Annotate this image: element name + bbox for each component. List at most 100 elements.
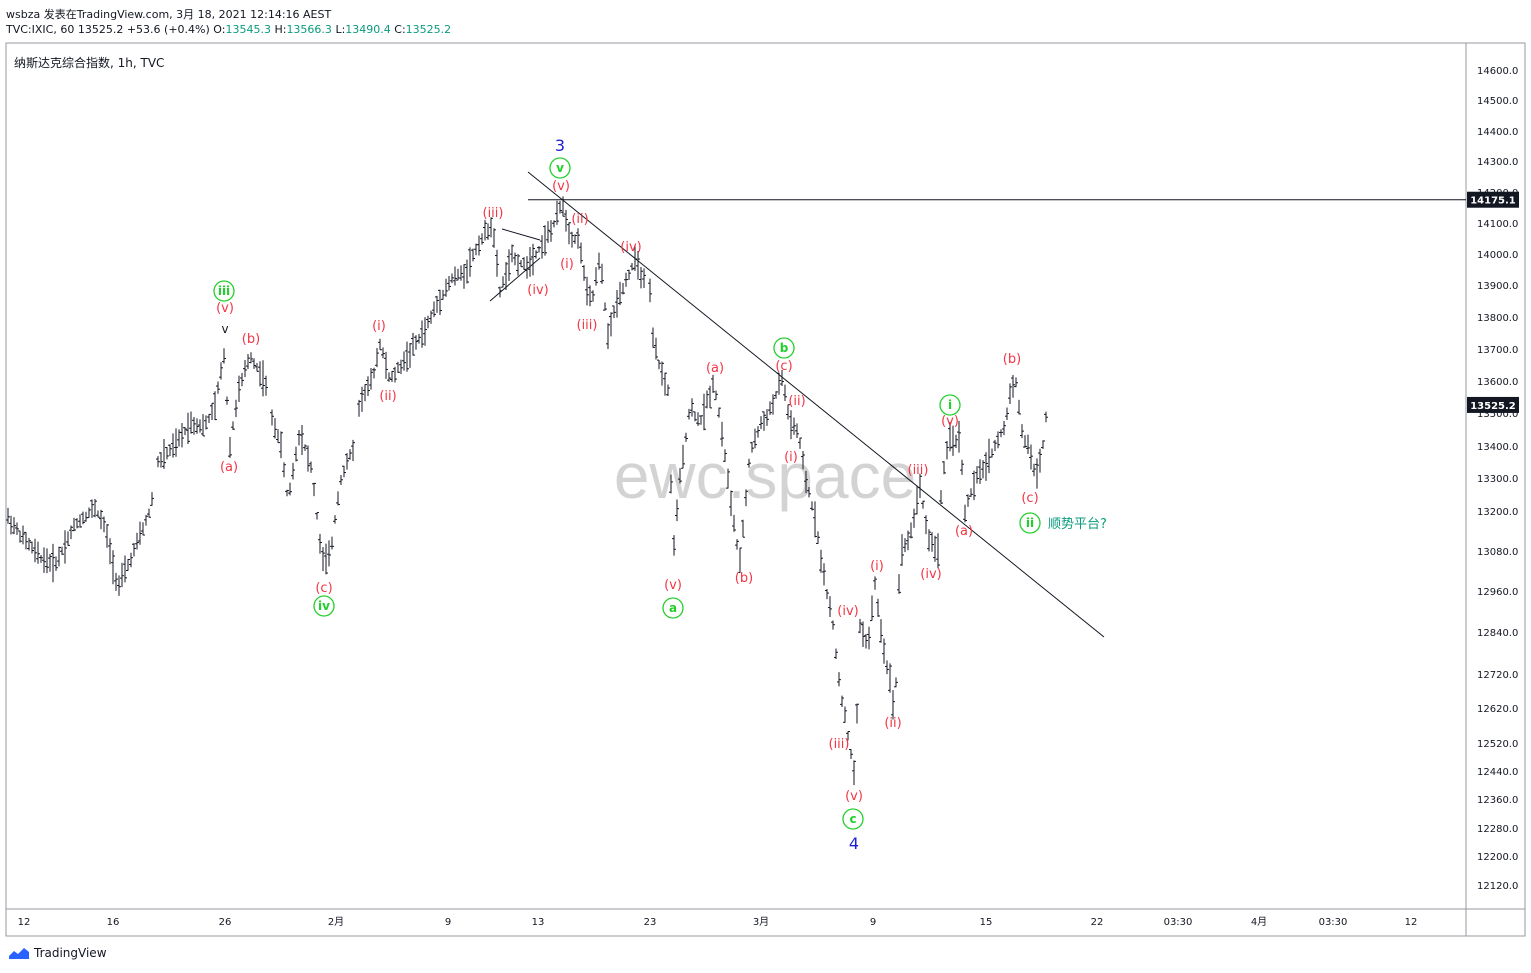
ohlc-bar	[873, 576, 877, 590]
ohlc-bar	[39, 554, 43, 563]
ohlc-bar	[414, 335, 418, 350]
ohlc-bar	[732, 514, 736, 532]
ohlc-bar	[813, 501, 817, 538]
y-tick-label: 13400.0	[1477, 442, 1518, 453]
ohlc-bar	[1023, 435, 1027, 448]
ohlc-bar	[480, 233, 484, 245]
ohlc-bar	[849, 749, 853, 760]
y-tick-label: 13700.0	[1477, 345, 1518, 356]
ohlc-bar	[240, 372, 244, 387]
ohlc-bar	[816, 531, 820, 544]
x-tick-label: 13	[532, 917, 545, 928]
ohlc-bar	[576, 228, 580, 249]
ohlc-bar	[684, 432, 688, 442]
ohlc-bar	[582, 265, 586, 281]
price-change: +53.6 (+0.4%)	[126, 23, 210, 36]
ohlc-bar	[954, 434, 958, 449]
x-tick-label: 16	[107, 917, 120, 928]
ohlc-bar	[261, 360, 265, 397]
svg-text:b: b	[780, 341, 789, 355]
ohlc-bar	[678, 468, 682, 484]
ohlc-bar	[147, 508, 151, 518]
ohlc-bar	[390, 370, 394, 383]
ohlc-bar	[417, 333, 421, 344]
wave-label-green: iii	[213, 280, 235, 302]
ohlc-bar	[222, 348, 226, 364]
ohlc-bar	[24, 531, 28, 550]
y-tick-label: 13800.0	[1477, 313, 1518, 324]
ohlc-bar	[309, 461, 313, 473]
ohlc-bar	[972, 470, 976, 501]
tradingview-logo[interactable]: TradingView	[8, 946, 107, 960]
ohlc-bar	[102, 516, 106, 533]
ohlc-bar	[363, 384, 367, 402]
ohlc-bar	[42, 547, 46, 573]
y-tick-label: 14000.0	[1477, 250, 1518, 261]
ohlc-bar	[762, 411, 766, 431]
ohlc-bar	[117, 575, 121, 596]
ohlc-bar	[915, 486, 919, 515]
ohlc-bar	[462, 264, 466, 289]
ohlc-bar	[894, 677, 898, 688]
wave-label-red: (i)	[870, 559, 884, 574]
time-axis: 12 16 26 2月 9 13 23 3月 9 15 22 03:30 4月 03:30 12	[18, 916, 1418, 928]
downtrend-line	[527, 171, 1105, 638]
wave-label-green: v	[549, 157, 571, 179]
ohlc-bar	[93, 499, 97, 518]
triangle-lower	[489, 257, 541, 302]
ohlc-bar	[711, 374, 715, 393]
ohlc-bar	[825, 589, 829, 600]
wave-label-green: c	[842, 808, 864, 830]
ohlc-bar	[522, 257, 526, 270]
wave-label-red: (iii)	[829, 737, 850, 752]
x-tick-label: 15	[980, 917, 993, 928]
ohlc-bar	[225, 396, 229, 405]
ohlc-bar	[600, 263, 604, 284]
ohlc-bar	[429, 310, 433, 324]
wave-label-red: (a)	[955, 524, 973, 539]
ohlc-bar	[672, 535, 676, 556]
ohlc-bar	[1005, 407, 1009, 421]
ohlc-bar	[513, 252, 517, 266]
ohlc-bar	[792, 417, 796, 435]
ohlc-bar	[573, 234, 577, 244]
ohlc-bar	[279, 431, 283, 459]
ohlc-bar	[228, 436, 232, 458]
ohlc-bar	[516, 253, 520, 276]
ohlc-bar	[360, 386, 364, 412]
triangle-upper	[501, 228, 541, 241]
x-tick-label: 03:30	[1164, 917, 1193, 928]
x-tick-label: 9	[870, 917, 876, 928]
wave-label-green: a	[662, 597, 684, 619]
svg-text:a: a	[669, 601, 677, 615]
ohlc-bar	[993, 439, 997, 452]
ohlc-bar	[801, 451, 805, 470]
low-value: 13490.4	[345, 23, 391, 36]
ohlc-bar	[981, 460, 985, 479]
wave-label-red: (a)	[220, 460, 238, 475]
ohlc-bar	[531, 243, 535, 276]
ohlc-bar	[138, 521, 142, 545]
wave-label-red: (ii)	[571, 212, 588, 227]
wave-label-red: (ii)	[788, 394, 805, 409]
ohlc-bar	[966, 494, 970, 507]
symbol: TVC:IXIC, 60	[6, 23, 75, 36]
ohlc-bar	[717, 407, 721, 418]
ohlc-bar	[384, 351, 388, 379]
ohlc-bar	[831, 620, 835, 630]
ohlc-bar	[399, 359, 403, 374]
wave-label-red: (b)	[735, 571, 753, 586]
ohlc-bar	[846, 731, 850, 741]
ohlc-bar	[750, 441, 754, 453]
close-value: 13525.2	[405, 23, 452, 36]
ohlc-bar	[555, 200, 559, 225]
ohlc-bar	[120, 562, 124, 588]
ohlc-bar	[987, 438, 991, 474]
ohlc-bar	[78, 514, 82, 528]
ohlc-bar	[105, 524, 109, 548]
ohlc-bar	[321, 547, 325, 572]
ohlc-bar	[564, 209, 568, 232]
ohlc-bar	[534, 250, 538, 259]
wave-label-red: (a)	[706, 361, 724, 376]
